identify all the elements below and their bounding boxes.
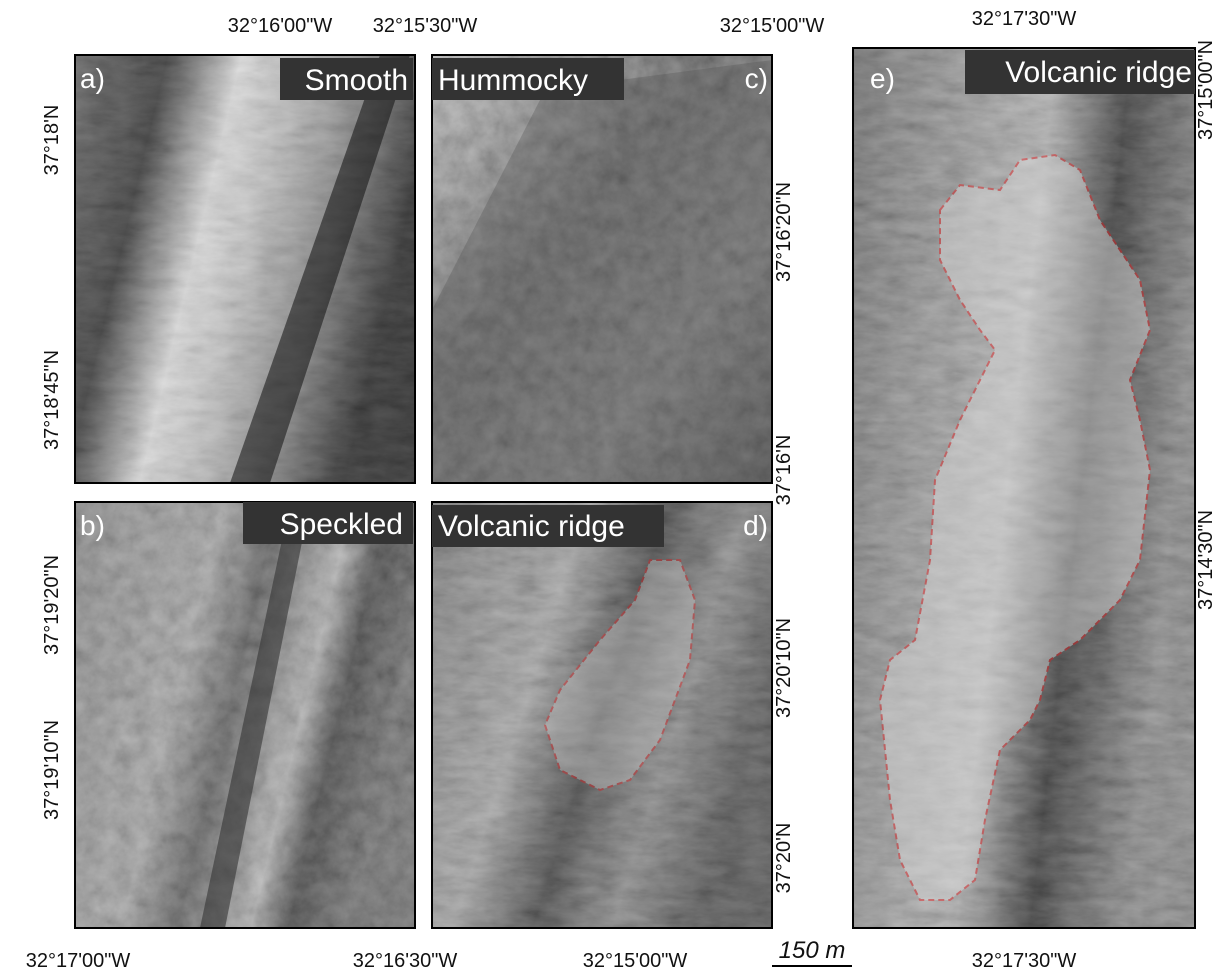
panel-letter: c) [745,63,768,94]
panel-title: Volcanic ridge [1005,56,1192,89]
panel-title: Smooth [305,64,408,97]
sonar-texture [853,48,1195,928]
panel-frame [74,54,416,484]
bottom-label: 32°15'00"W [583,950,688,972]
right-label: 37°16'20"N [773,182,795,282]
panel-letter: b) [80,510,105,541]
ridge-outline [878,153,1152,901]
panel-b: Speckled b) [74,501,416,929]
panel-frame [852,47,1196,929]
panel-d: Volcanic ridge d) [431,501,773,929]
panel-frame [431,54,773,484]
bottom-label: 32°16'30"W [353,950,458,972]
dark-band [230,55,410,483]
panel-frame [431,501,773,929]
title-box [280,58,413,100]
panel-a: Smooth a) [74,54,416,484]
left-label: 37°19'20"N [41,555,63,655]
sonar-texture [432,502,772,928]
title-box [965,50,1195,94]
top-label: 32°15'00"W [720,15,825,37]
bottom-label: 32°17'00"W [26,950,131,972]
right-label: 37°16'N [773,435,795,506]
panel-title: Volcanic ridge [438,510,625,543]
right-label: 37°20'N [773,823,795,894]
panel-e: Volcanic ridge e) [852,47,1196,929]
top-label: 32°15'30"W [373,15,478,37]
top-label: 32°16'00"W [228,15,333,37]
title-box [432,505,664,547]
panel-c: Hummocky c) [431,54,773,484]
right-label: 37°20'10"N [773,618,795,718]
top-label: 32°17'30"W [972,8,1077,30]
swath [432,60,772,483]
ridge-outline [543,559,697,792]
left-label: 37°18'45"N [41,350,63,450]
panel-title: Speckled [280,508,403,541]
title-box [243,502,413,544]
bottom-label: 32°17'30"W [972,950,1077,972]
panel-title: Hummocky [438,64,588,97]
sonar-texture [432,55,772,483]
title-box [432,58,624,100]
panel-letter: e) [870,63,895,94]
panel-letter: a) [80,63,105,94]
right-label: 37°15'00"N [1195,40,1217,140]
right-label: 37°14'30"N [1195,510,1217,610]
panel-letter: d) [743,510,768,541]
left-label: 37°19'10"N [41,720,63,820]
scale-label: 150 m [779,937,846,964]
dark-band [200,502,310,928]
left-label: 37°18'N [41,105,63,176]
